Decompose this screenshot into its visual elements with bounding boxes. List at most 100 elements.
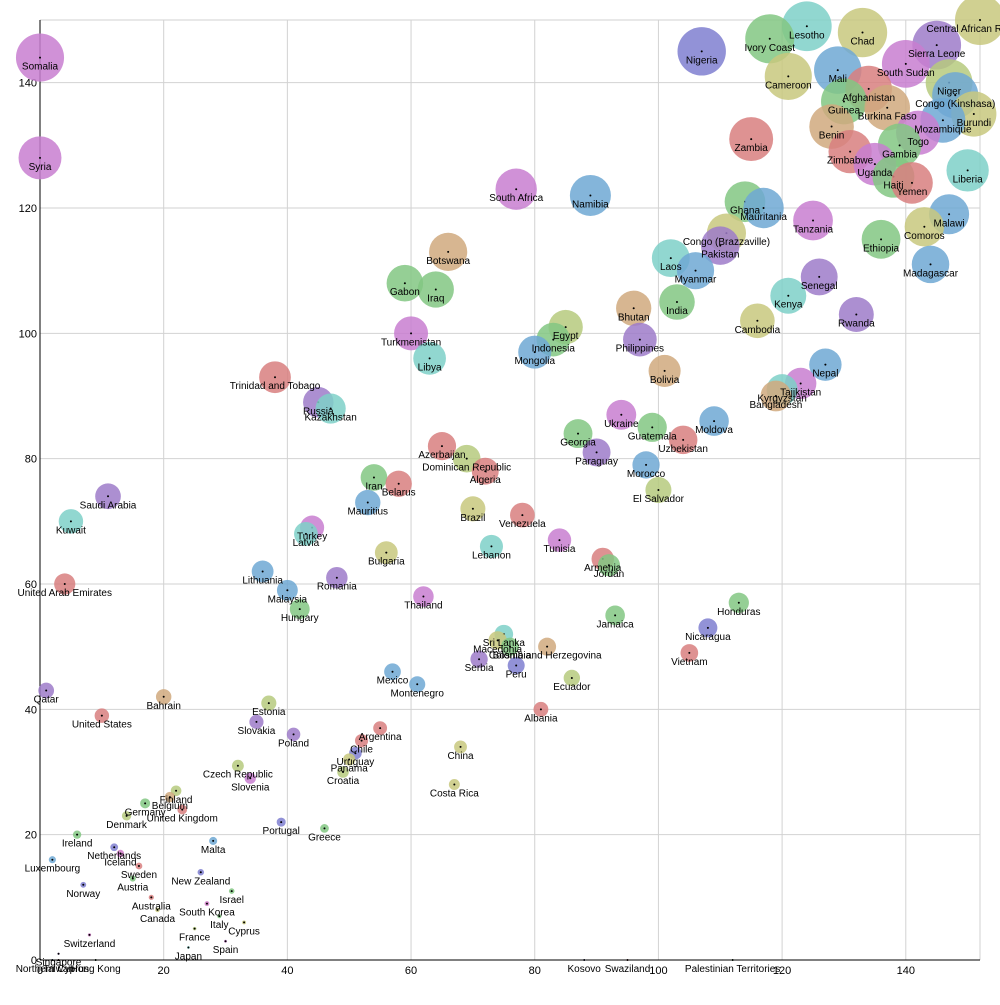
bubble-label: Madagascar: [903, 268, 959, 279]
bubble-label: Tanzania: [793, 225, 833, 236]
bubble-label: Colombia: [489, 651, 532, 662]
bubble-center-dot: [873, 163, 876, 166]
bubble-center-dot: [657, 489, 660, 491]
bubble-label: Morocco: [627, 469, 666, 480]
bubble-label: Chile: [350, 745, 373, 756]
bubble-label: Ecuador: [553, 682, 591, 693]
bubble-label: Greece: [308, 832, 341, 843]
bubble-label: Belarus: [382, 488, 416, 499]
bubble-center-dot: [756, 319, 759, 322]
bubble-label: Slovakia: [238, 726, 276, 737]
bubble-label: Portugal: [263, 826, 300, 837]
bubble-label: Sri Lanka: [483, 638, 526, 649]
bubble-label: Liberia: [953, 174, 983, 185]
bubble-center-dot: [645, 463, 648, 466]
bubble-center-dot: [39, 56, 41, 59]
bubble-center-dot: [119, 852, 122, 855]
bubble-center-dot: [713, 420, 716, 423]
bubble-center-dot: [762, 207, 765, 209]
bubble-label: Egypt: [553, 331, 579, 342]
bubble-label: Taiwan: [43, 964, 74, 975]
bubble-label: Libya: [418, 362, 442, 373]
bubble-label: Peru: [506, 669, 527, 680]
bubble-center-dot: [100, 714, 103, 717]
bubble-label: Ghana: [730, 206, 760, 217]
bubble-point[interactable]: [955, 0, 1000, 45]
bubble-label: Jamaica: [597, 619, 635, 630]
bubble-label: Austria: [117, 883, 149, 894]
bubble-center-dot: [471, 507, 474, 510]
bubble-label: Thailand: [404, 601, 442, 612]
bubble-center-dot: [607, 564, 610, 567]
bubble-label: Luxembourg: [25, 864, 81, 875]
bubble-label: Guatemala: [628, 431, 677, 442]
bubble-center-dot: [509, 645, 511, 648]
x-tick-label: 140: [897, 965, 915, 977]
bubble-label: Canada: [140, 914, 175, 925]
bubble-center-dot: [416, 683, 419, 686]
bubble-center-dot: [76, 833, 79, 836]
bubble-label: Bangladesh: [750, 400, 803, 411]
bubble-label: Switzerland: [64, 939, 116, 950]
bubble-label: Venezuela: [499, 519, 546, 530]
bubble-center-dot: [440, 445, 443, 448]
bubble-label: Poland: [278, 738, 309, 749]
bubble-label: South Korea: [179, 908, 235, 919]
bubble-label: Yemen: [897, 187, 928, 198]
bubble-label: Burundi: [957, 118, 991, 129]
bubble-label: Congo (Brazzaville): [683, 237, 770, 248]
x-tick-label: 120: [773, 965, 791, 977]
bubble-center-dot: [620, 413, 623, 416]
grid: [39, 19, 981, 961]
bubble-center-dot: [750, 138, 753, 141]
bubble-label: Benin: [819, 131, 845, 142]
bubble-center-dot: [286, 589, 289, 592]
bubble-center-dot: [94, 959, 97, 961]
bubble-label: Indonesia: [532, 344, 576, 355]
bubble-center-dot: [379, 727, 382, 730]
bubble-label: Malawi: [934, 218, 965, 229]
bubble-label: Ukraine: [604, 419, 639, 430]
bubble-label: Netherlands: [87, 851, 141, 862]
bubble-center-dot: [57, 952, 60, 955]
bubble-label: Nepal: [812, 369, 838, 380]
bubble-center-dot: [694, 269, 697, 272]
bubble-label: Denmark: [106, 820, 148, 831]
bubbles: [15, 0, 1000, 961]
bubble-center-dot: [125, 814, 128, 817]
bubble-center-dot: [459, 745, 462, 748]
bubble-label: Israel: [219, 895, 243, 906]
bubble-center-dot: [595, 451, 598, 454]
bubble-label: Sweden: [121, 870, 157, 881]
bubble-label: Cyprus: [228, 926, 260, 937]
bubble-center-dot: [391, 670, 394, 673]
bubble-center-dot: [397, 482, 400, 485]
bubble-center-dot: [45, 689, 48, 692]
bubble-center-dot: [663, 369, 666, 372]
bubble-center-dot: [113, 846, 116, 849]
bubble-center-dot: [614, 614, 617, 617]
bubble-center-dot: [366, 501, 369, 504]
bubble-center-dot: [496, 639, 499, 642]
bubble-label: New Zealand: [171, 876, 230, 887]
bubble-center-dot: [533, 351, 536, 354]
bubble-label: Norway: [66, 889, 100, 900]
bubble-center-dot: [651, 426, 654, 429]
bubble-label: Bahrain: [146, 701, 180, 712]
bubble-label: Lebanon: [472, 550, 511, 561]
bubble-label: Guinea: [828, 105, 861, 116]
bubble-center-dot: [830, 125, 833, 128]
bubble-label: Mozambique: [914, 124, 972, 135]
x-tick-label: 40: [281, 965, 293, 977]
bubble-center-dot: [249, 777, 252, 780]
y-tick-label: 40: [25, 704, 37, 716]
bubble-center-dot: [706, 626, 709, 629]
bubble-center-dot: [478, 658, 481, 661]
bubble-center-dot: [218, 915, 221, 918]
bubble-label: Namibia: [572, 199, 609, 210]
bubble-center-dot: [675, 301, 678, 303]
bubble-center-dot: [558, 539, 561, 542]
bubble-label: Nigeria: [686, 55, 718, 66]
bubble-label: Haiti: [883, 181, 903, 192]
bubble-center-dot: [261, 570, 264, 573]
